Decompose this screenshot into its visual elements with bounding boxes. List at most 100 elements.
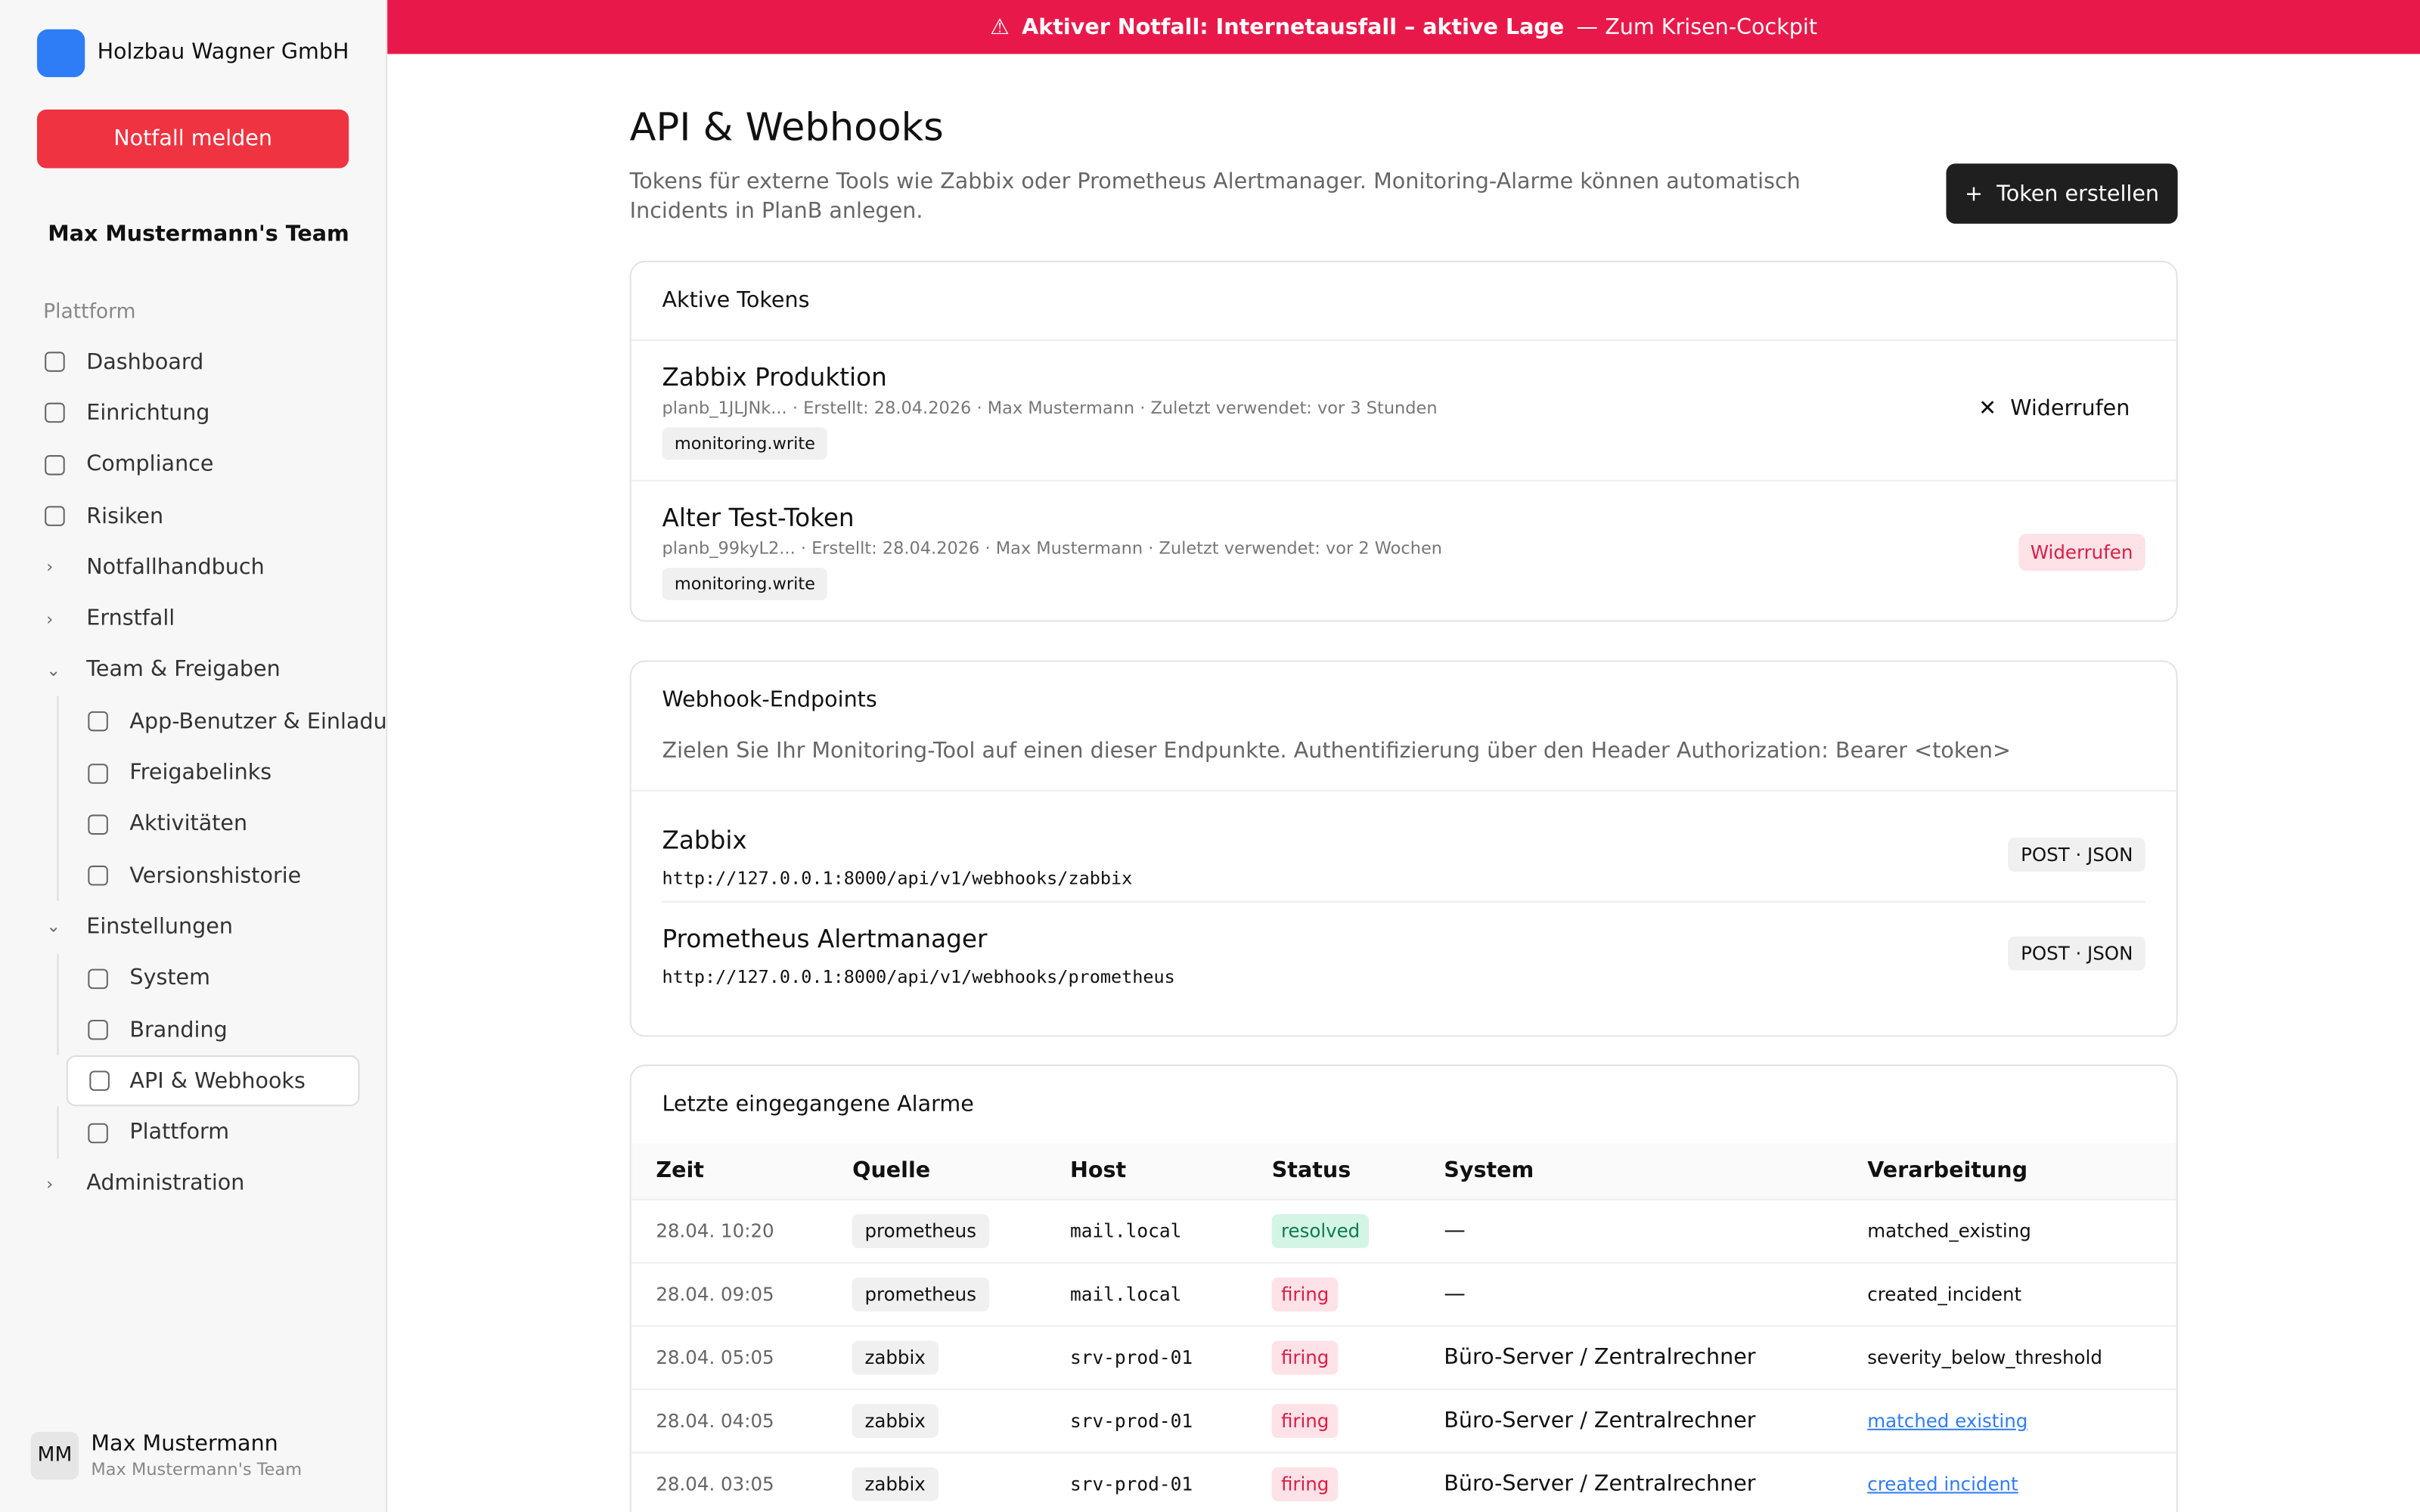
user-name: Max Mustermann	[91, 1431, 278, 1457]
alarm-source: prometheus	[852, 1277, 989, 1312]
cell: severity_below_threshold	[1842, 1325, 2176, 1390]
alarm-host: mail.local	[1069, 1220, 1182, 1242]
alarm-processing[interactable]: matched existing	[1867, 1410, 2028, 1432]
avatar[interactable]: MM	[30, 1431, 79, 1480]
cell: —	[1419, 1198, 1843, 1263]
cell: Büro-Server / Zentralrechner	[1419, 1452, 1843, 1512]
cell: —	[1419, 1262, 1843, 1327]
token-row: Alter Test-Token planb_99kyL2... · Erstel…	[631, 479, 2176, 621]
nav-icon	[88, 968, 108, 989]
alarm-status: firing	[1271, 1467, 1339, 1501]
alarm-status: resolved	[1271, 1214, 1370, 1249]
nav-label: Plattform	[129, 1120, 230, 1145]
chevron: ⌄	[46, 917, 61, 937]
nav-label: Freigabelinks	[129, 761, 272, 785]
alarm-source: prometheus	[852, 1214, 989, 1249]
nav-item[interactable]: Aktivitäten	[0, 798, 386, 850]
cell: 28.04. 04:05	[631, 1388, 828, 1453]
cell: created incident	[1842, 1452, 2176, 1512]
alarm-time: 28.04. 10:20	[656, 1220, 774, 1242]
nav-item[interactable]: › Administration	[0, 1158, 386, 1210]
nav-item[interactable]: › Ernstfall	[0, 593, 386, 645]
nav-item[interactable]: Einrichtung	[0, 388, 386, 439]
alarm-source: zabbix	[852, 1467, 939, 1501]
nav: Dashboard Einrichtung Compliance Risiken › No…	[0, 336, 386, 1210]
webhooks-card: Webhook-Endpoints Zielen Sie Ihr Monitori…	[629, 660, 2178, 1037]
nav-item[interactable]: API & Webhooks	[66, 1055, 360, 1108]
cell: firing	[1247, 1452, 1419, 1512]
banner: ⚠ Aktiver Notfall: Internetausfall – akti…	[387, 0, 2420, 54]
nav-icon	[45, 403, 65, 424]
alarm-system: —	[1444, 1219, 1466, 1244]
card-title: Letzte eingegangene Alarme	[662, 1092, 974, 1117]
nav-label: Team & Freigaben	[86, 658, 281, 683]
alarm-row: 28.04. 09:05 prometheus mail.local firing — c…	[631, 1262, 2176, 1327]
alarm-processing: severity_below_threshold	[1867, 1346, 2102, 1369]
card-title: Aktive Tokens	[662, 288, 810, 314]
alarm-time: 28.04. 04:05	[656, 1410, 774, 1432]
nav-label: Risiken	[86, 503, 164, 529]
cell: firing	[1247, 1388, 1419, 1453]
nav-label: API & Webhooks	[129, 1068, 306, 1094]
nav-label: Einrichtung	[86, 401, 210, 426]
cell: matched_existing	[1842, 1198, 2176, 1263]
column-header: Verarbeitung	[1842, 1143, 2176, 1200]
revoke-label: Widerrufen	[2030, 541, 2133, 563]
nav-icon	[45, 506, 65, 526]
nav-label: Notfallhandbuch	[86, 555, 265, 580]
nav-label: Versionshistorie	[129, 863, 302, 888]
alarm-processing[interactable]: created incident	[1867, 1473, 2018, 1495]
nav-icon	[88, 711, 108, 732]
token-meta: planb_99kyL2... · Erstellt: 28.04.2026 ·…	[662, 538, 1443, 559]
revoke-button[interactable]: Widerrufen	[2018, 534, 2145, 572]
revoke-button[interactable]: ✕ Widerrufen	[1978, 396, 2130, 421]
alarm-host: srv-prod-01	[1069, 1473, 1193, 1495]
column-header: Status	[1247, 1143, 1419, 1200]
emergency-button[interactable]: Notfall melden	[36, 109, 349, 169]
cell: 28.04. 03:05	[631, 1452, 828, 1512]
card-title: Webhook-Endpoints	[662, 688, 877, 713]
team-switcher[interactable]: Max Mustermann's Team	[48, 222, 349, 247]
column-header: Quelle	[827, 1143, 1046, 1200]
nav-label: Einstellungen	[86, 915, 233, 940]
nav-item[interactable]: ⌄ Einstellungen	[0, 901, 386, 953]
create-token-button[interactable]: + Token erstellen	[1946, 163, 2178, 224]
nav-item[interactable]: Versionshistorie	[0, 850, 386, 902]
alarm-system: Büro-Server / Zentralrechner	[1444, 1408, 1756, 1433]
cell: srv-prod-01	[1045, 1388, 1248, 1453]
nav-icon	[88, 1019, 108, 1040]
nav-item[interactable]: System	[0, 953, 386, 1005]
alarm-row: 28.04. 05:05 zabbix srv-prod-01 firing Büro-…	[631, 1325, 2176, 1390]
nav-section: Plattform	[43, 300, 136, 324]
chevron: ›	[46, 1173, 54, 1194]
nav-item[interactable]: Branding	[0, 1004, 386, 1056]
alarm-row: 28.04. 03:05 zabbix srv-prod-01 firing Büro-…	[631, 1452, 2176, 1512]
logo	[36, 29, 85, 78]
alarm-row: 28.04. 04:05 zabbix srv-prod-01 firing Büro-…	[631, 1388, 2176, 1453]
nav-item[interactable]: Risiken	[0, 491, 386, 542]
alarms-card: Letzte eingegangene Alarme Zeit Quelle Host…	[629, 1064, 2178, 1512]
alarm-host: mail.local	[1069, 1283, 1182, 1306]
alarm-source: zabbix	[852, 1404, 939, 1439]
nav-item[interactable]: Compliance	[0, 439, 386, 491]
nav-label: Administration	[86, 1171, 245, 1197]
cell: zabbix	[827, 1452, 1046, 1512]
cell: resolved	[1247, 1198, 1419, 1263]
nav-item[interactable]: Plattform	[0, 1107, 386, 1159]
alarm-host: srv-prod-01	[1069, 1410, 1193, 1432]
nav-item[interactable]: › Notfallhandbuch	[0, 542, 386, 593]
nav-item[interactable]: Freigabelinks	[0, 747, 386, 799]
nav-item[interactable]: ⌄ Team & Freigaben	[0, 645, 386, 696]
cell: zabbix	[827, 1325, 1046, 1390]
banner-link[interactable]: — Zum Krisen-Cockpit	[1576, 14, 1818, 40]
cell: zabbix	[827, 1388, 1046, 1453]
chevron: ›	[46, 557, 54, 578]
nav-item[interactable]: App-Benutzer & Einladungen	[0, 696, 386, 748]
nav-icon	[45, 454, 65, 476]
nav-item[interactable]: Dashboard	[0, 336, 386, 388]
webhook-method: POST · JSON	[2008, 936, 2145, 971]
nav-label: System	[129, 965, 210, 991]
token-meta: planb_1JLJNk... · Erstellt: 28.04.2026 ·…	[662, 398, 1438, 419]
